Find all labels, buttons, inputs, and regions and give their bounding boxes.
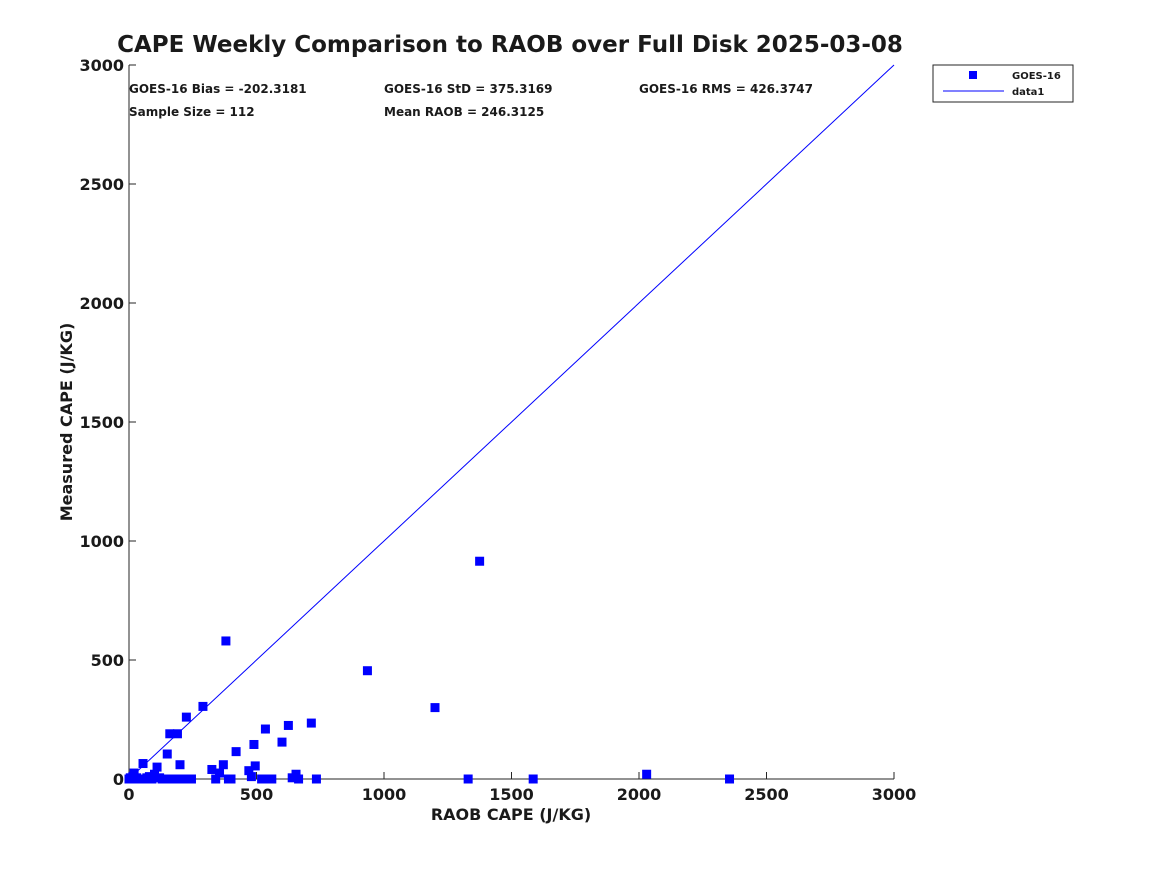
data-point	[162, 749, 172, 759]
data-point	[260, 724, 270, 734]
data-point	[226, 774, 236, 784]
x-tick-label: 2500	[744, 785, 789, 804]
data-point	[221, 636, 231, 646]
x-tick-label: 500	[240, 785, 273, 804]
data-point	[642, 769, 652, 779]
x-tick-label: 0	[123, 785, 134, 804]
y-axis-label: Measured CAPE (J/KG)	[57, 323, 76, 522]
stats-annotations: GOES-16 Bias = -202.3181 GOES-16 StD = 3…	[129, 82, 813, 119]
stat-bias: GOES-16 Bias = -202.3181	[129, 82, 307, 96]
data-point	[267, 774, 277, 784]
data-point	[277, 737, 287, 747]
data-point	[186, 774, 196, 784]
legend-marker-goes16	[969, 71, 977, 79]
data-point	[165, 729, 175, 739]
data-point	[172, 729, 182, 739]
data-point	[129, 768, 139, 778]
data-point	[306, 718, 316, 728]
legend-label-goes16: GOES-16	[1012, 71, 1061, 82]
stat-std: GOES-16 StD = 375.3169	[384, 82, 553, 96]
x-tick-label: 2000	[617, 785, 662, 804]
y-tick-label: 1000	[79, 532, 124, 551]
legend-box	[932, 64, 1074, 103]
x-tick-label: 1500	[489, 785, 534, 804]
stat-rms: GOES-16 RMS = 426.3747	[639, 82, 813, 96]
data-point	[283, 720, 293, 730]
legend-label-data1: data1	[1012, 87, 1044, 98]
y-tick-label: 1500	[79, 413, 124, 432]
plot-area: 0 500 1000 1500 2000 2500 3000 0 500 1000 1500 2000…	[79, 56, 916, 804]
data-point	[152, 762, 162, 772]
data-point	[246, 772, 256, 782]
y-tick-label: 2500	[79, 175, 124, 194]
x-tick-label: 1000	[362, 785, 407, 804]
data-point	[231, 747, 241, 757]
data-point	[291, 769, 301, 779]
stat-sample-size: Sample Size = 112	[129, 105, 255, 119]
y-tick-label: 500	[91, 651, 124, 670]
data-point	[215, 768, 225, 778]
data-point	[198, 701, 208, 711]
data-point	[207, 764, 217, 774]
data-point	[311, 774, 321, 784]
data-point	[250, 761, 260, 771]
data-point	[150, 769, 159, 779]
data-point	[218, 760, 228, 770]
data-point	[294, 774, 304, 784]
y-tick-label: 0	[113, 770, 124, 789]
data-point	[463, 774, 473, 784]
data-point	[430, 703, 440, 713]
data-point	[211, 774, 221, 784]
y-tick-label: 3000	[79, 56, 124, 75]
data-point	[138, 759, 148, 769]
data-point	[725, 774, 735, 784]
data-point	[178, 774, 188, 784]
data-point	[257, 774, 267, 784]
data-point	[528, 774, 538, 784]
data-point	[475, 556, 485, 566]
data-point	[244, 766, 254, 776]
chart-title: CAPE Weekly Comparison to RAOB over Full…	[117, 32, 903, 58]
y-tick-label: 2000	[79, 294, 124, 313]
legend: GOES-16 data1	[932, 64, 1074, 103]
x-tick-label: 3000	[872, 785, 917, 804]
x-axis-label: RAOB CAPE (J/KG)	[431, 805, 591, 824]
data-point	[147, 774, 157, 784]
data-point	[181, 712, 191, 722]
stat-mean-raob: Mean RAOB = 246.3125	[384, 105, 544, 119]
data-point	[175, 760, 185, 770]
series-line-data1	[128, 64, 895, 780]
data-point	[249, 739, 259, 749]
data-point	[362, 666, 372, 676]
